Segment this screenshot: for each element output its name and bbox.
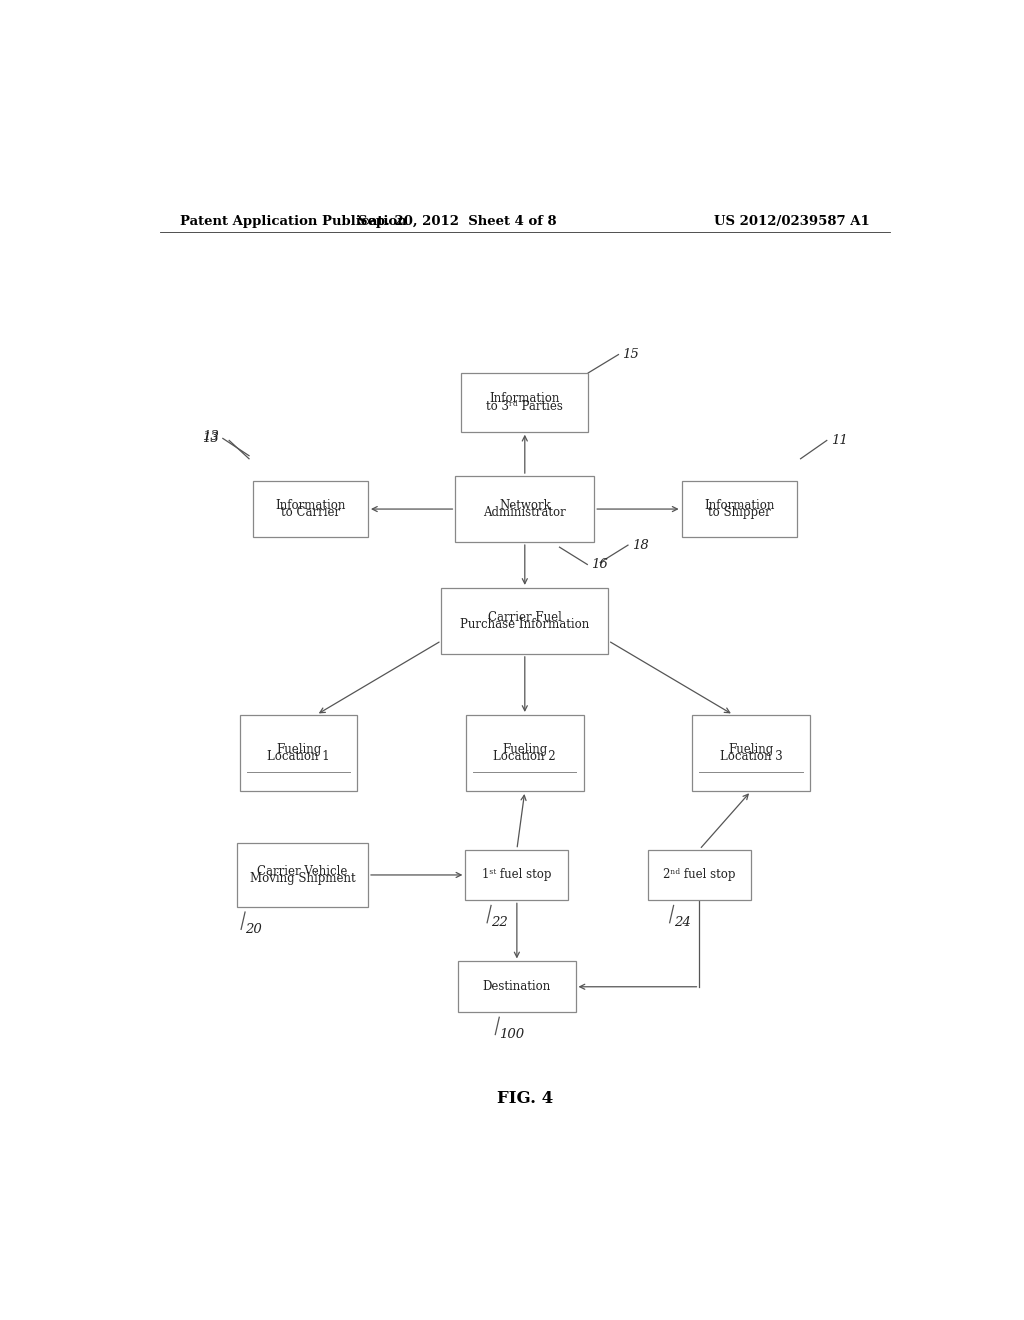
FancyBboxPatch shape — [253, 480, 368, 537]
Text: Patent Application Publication: Patent Application Publication — [179, 215, 407, 228]
Text: Destination: Destination — [482, 981, 551, 993]
FancyBboxPatch shape — [238, 843, 368, 907]
Text: Moving Shipment: Moving Shipment — [250, 873, 355, 886]
Text: 2ⁿᵈ fuel stop: 2ⁿᵈ fuel stop — [664, 869, 735, 882]
FancyBboxPatch shape — [682, 480, 797, 537]
FancyBboxPatch shape — [458, 961, 575, 1012]
Text: FIG. 4: FIG. 4 — [497, 1090, 553, 1107]
Text: Carrier Vehicle: Carrier Vehicle — [257, 865, 348, 878]
FancyBboxPatch shape — [465, 850, 568, 900]
Text: Location 1: Location 1 — [267, 750, 330, 763]
Text: 15: 15 — [623, 348, 639, 362]
Text: 100: 100 — [500, 1028, 524, 1041]
FancyBboxPatch shape — [240, 715, 357, 791]
Text: 16: 16 — [591, 558, 608, 572]
Text: Location 2: Location 2 — [494, 750, 556, 763]
FancyBboxPatch shape — [461, 372, 588, 432]
FancyBboxPatch shape — [441, 587, 608, 653]
Text: Fueling: Fueling — [728, 743, 773, 755]
Text: Information: Information — [703, 499, 774, 512]
Text: to Carrier: to Carrier — [281, 507, 340, 519]
FancyBboxPatch shape — [466, 715, 584, 791]
Text: Fueling: Fueling — [276, 743, 322, 755]
Text: Administrator: Administrator — [483, 507, 566, 519]
Text: 13: 13 — [202, 432, 219, 445]
Text: Network: Network — [499, 499, 551, 512]
Text: Fueling: Fueling — [502, 743, 548, 755]
FancyBboxPatch shape — [692, 715, 810, 791]
Text: 11: 11 — [830, 434, 848, 447]
Text: 24: 24 — [674, 916, 690, 929]
Text: Carrier Fuel: Carrier Fuel — [487, 611, 562, 623]
Text: Location 3: Location 3 — [720, 750, 782, 763]
Text: 22: 22 — [492, 916, 508, 929]
Text: Information: Information — [489, 392, 560, 405]
Text: Purchase Information: Purchase Information — [460, 618, 590, 631]
FancyBboxPatch shape — [456, 477, 594, 543]
FancyBboxPatch shape — [648, 850, 751, 900]
Text: 1ˢᵗ fuel stop: 1ˢᵗ fuel stop — [482, 869, 552, 882]
Text: 18: 18 — [632, 539, 648, 552]
Text: to 3ʳᵈ Parties: to 3ʳᵈ Parties — [486, 400, 563, 413]
Text: Sep. 20, 2012  Sheet 4 of 8: Sep. 20, 2012 Sheet 4 of 8 — [358, 215, 557, 228]
Text: Information: Information — [275, 499, 346, 512]
Text: 20: 20 — [245, 923, 262, 936]
Text: 13: 13 — [202, 430, 219, 444]
Text: US 2012/0239587 A1: US 2012/0239587 A1 — [715, 215, 870, 228]
Text: to Shipper: to Shipper — [708, 507, 770, 519]
